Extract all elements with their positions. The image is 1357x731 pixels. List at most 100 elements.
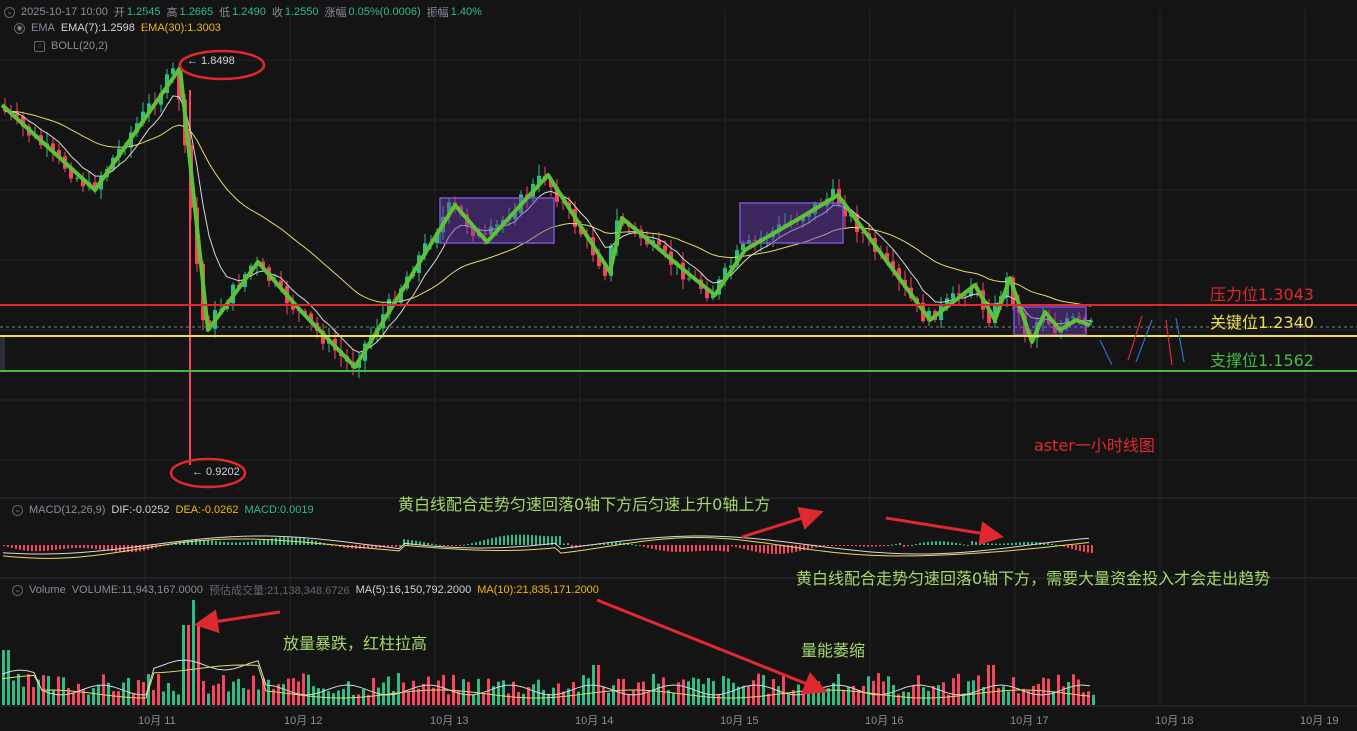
- volume-bar: [822, 691, 825, 705]
- macd-bar: [927, 541, 929, 545]
- macd-bar: [859, 545, 861, 547]
- volume-bar: [1007, 691, 1010, 705]
- volume-bar: [657, 683, 660, 705]
- macd-bar: [683, 545, 685, 552]
- collapse-icon[interactable]: ⌄: [4, 6, 15, 18]
- boll-name[interactable]: BOLL(20,2): [51, 40, 108, 52]
- volume-value: VOLUME:11,943,167.0000: [71, 584, 203, 596]
- volume-bar: [452, 674, 455, 705]
- macd-bar: [723, 545, 725, 552]
- macd-bar: [775, 545, 777, 554]
- macd-bar: [187, 540, 189, 545]
- macd-bar: [227, 542, 229, 545]
- macd-bar: [219, 541, 221, 545]
- volume-bar: [672, 693, 675, 705]
- candle-body: [489, 226, 493, 235]
- ema-name[interactable]: EMA: [31, 22, 55, 34]
- candle-body: [663, 245, 667, 252]
- macd-bar: [1067, 545, 1069, 548]
- macd-bar: [835, 545, 837, 546]
- volume-bar: [227, 691, 230, 705]
- volume-bar: [687, 681, 690, 705]
- volume-bar: [637, 682, 640, 705]
- volume-bar: [507, 693, 510, 705]
- volume-name[interactable]: Volume: [29, 584, 66, 596]
- volume-bar: [1062, 686, 1065, 705]
- macd-bar: [31, 545, 33, 552]
- volume-bar: [937, 685, 940, 705]
- volume-bar: [352, 694, 355, 705]
- macd-bar: [267, 539, 269, 545]
- collapse-icon[interactable]: ⌄: [12, 504, 23, 516]
- volume-bar: [197, 625, 200, 705]
- volume-bar: [872, 680, 875, 705]
- macd-bar: [627, 543, 629, 545]
- macd-bar: [823, 545, 825, 547]
- macd-bar: [199, 539, 201, 545]
- candle-body: [747, 239, 751, 244]
- macd-bar: [427, 542, 429, 545]
- ma10-line: [1, 664, 1091, 699]
- macd-bar: [659, 545, 661, 551]
- chart-grid: [0, 10, 1357, 707]
- macd-bar: [459, 545, 461, 546]
- eye-off-icon[interactable]: ◌: [34, 40, 45, 52]
- zigzag-line: [0, 66, 1091, 369]
- macd-bar: [479, 541, 481, 545]
- macd-bar: [211, 540, 213, 545]
- macd-name[interactable]: MACD(12,26,9): [29, 504, 106, 516]
- candle-body: [885, 253, 889, 262]
- high-price-label: ← 1.8498: [187, 55, 235, 67]
- macd-bar: [11, 545, 13, 549]
- macd-bar: [903, 545, 905, 547]
- macd-bar: [303, 538, 305, 545]
- volume-bar: [647, 692, 650, 705]
- candle-body: [603, 266, 607, 276]
- volume-bar: [392, 691, 395, 705]
- macd-bar: [787, 545, 789, 554]
- volume-bar: [552, 687, 555, 705]
- macd-bar: [63, 545, 65, 549]
- macd-bar: [1031, 541, 1033, 545]
- dea-line: [2, 537, 1090, 559]
- volume-bar: [962, 693, 965, 705]
- macd-bar: [415, 540, 417, 545]
- collapse-icon[interactable]: ⌄: [12, 584, 23, 596]
- volume-shrink-annotation: 量能萎缩: [801, 641, 866, 660]
- volume-bar: [742, 685, 745, 705]
- volume-bar: [792, 690, 795, 705]
- ma5-value: MA(5):16,150,792.2000: [355, 584, 472, 596]
- macd-bar: [263, 539, 265, 545]
- volume-bar: [222, 675, 225, 705]
- volume-bar: [897, 694, 900, 705]
- macd-bar: [1091, 545, 1093, 553]
- volume-bar: [397, 673, 400, 705]
- volume-bar: [747, 686, 750, 705]
- volume-bar: [382, 682, 385, 705]
- volume-bar: [1072, 674, 1075, 705]
- macd-bar: [831, 545, 833, 546]
- price-scale-handle: [0, 337, 5, 370]
- macd-bar: [363, 545, 365, 549]
- candle-body: [93, 182, 97, 190]
- volume-bar: [777, 686, 780, 705]
- macd-bar: [1019, 542, 1021, 545]
- datetime: 2025-10-17 10:00: [21, 6, 108, 18]
- macd-bar: [47, 545, 49, 551]
- volume-legend: ⌄ Volume VOLUME:11,943,167.0000 预估成交量:21…: [12, 582, 599, 598]
- eye-icon[interactable]: ◉: [14, 22, 25, 34]
- macd-bar: [87, 545, 89, 549]
- candle-body: [705, 288, 709, 299]
- macd-bar: [531, 535, 533, 545]
- candle-body: [51, 143, 55, 150]
- macd-bar: [103, 545, 105, 551]
- volume-bar: [887, 676, 890, 705]
- volume-bar: [72, 692, 75, 705]
- macd-bar: [923, 542, 925, 545]
- low-price-label: ← 0.9202: [192, 466, 240, 478]
- volume-bar: [867, 676, 870, 705]
- candle-body: [657, 240, 661, 246]
- volume-bar: [417, 688, 420, 705]
- macd-bar: [791, 545, 793, 553]
